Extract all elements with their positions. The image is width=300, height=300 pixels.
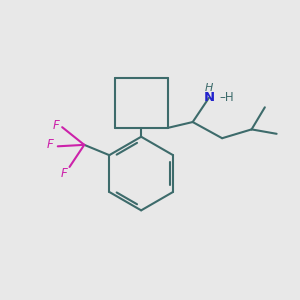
- Text: F: F: [47, 138, 54, 151]
- Text: F: F: [52, 119, 59, 132]
- Text: –H: –H: [220, 92, 235, 104]
- Text: H: H: [205, 83, 213, 94]
- Text: N: N: [203, 92, 214, 104]
- Text: F: F: [61, 167, 68, 180]
